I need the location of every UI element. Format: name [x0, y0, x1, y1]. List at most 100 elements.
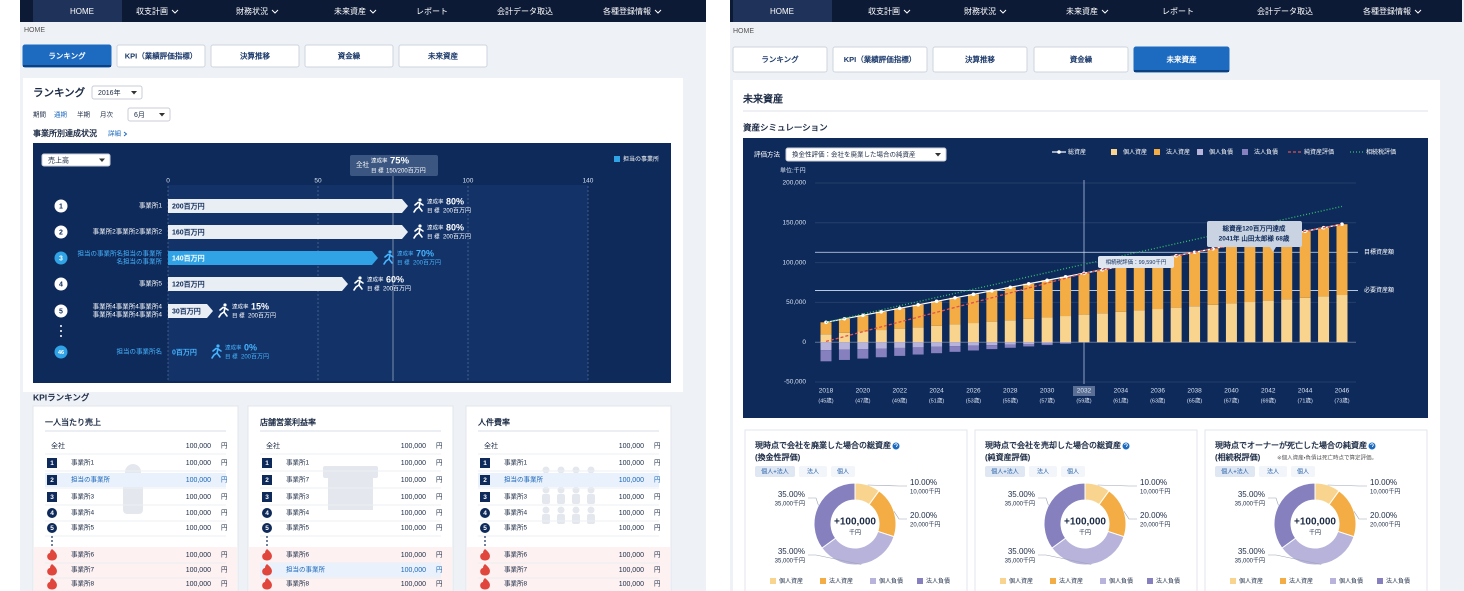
- period-option[interactable]: 半期: [77, 110, 91, 119]
- bar: [168, 304, 213, 318]
- kpi-ellipsis: [266, 540, 268, 542]
- kpi-unit: 円: [654, 524, 661, 532]
- period-option[interactable]: 通期: [54, 110, 68, 119]
- rank-ellipsis: [60, 335, 62, 337]
- help-icon[interactable]: [1122, 442, 1130, 450]
- legend-label: 個人資産: [1239, 577, 1263, 585]
- legend-swatch: [1050, 578, 1056, 584]
- rank-ellipsis: [60, 330, 62, 332]
- illus-body: [587, 494, 595, 504]
- legend-label: 個人資産: [779, 577, 803, 585]
- unit-label: 単位:千円: [780, 167, 806, 175]
- bar-segment: [1041, 342, 1053, 344]
- tab[interactable]: [304, 44, 394, 68]
- filter-chip[interactable]: [831, 466, 855, 477]
- detail-link[interactable]: 詳細: [108, 129, 122, 138]
- nav-item[interactable]: HOME: [70, 7, 94, 16]
- tab[interactable]: [932, 46, 1028, 73]
- x-tick-label: 0: [166, 178, 170, 185]
- runner-icon: [218, 303, 229, 318]
- line-dot: [934, 299, 939, 304]
- filter-chip[interactable]: [1291, 466, 1315, 477]
- bar-label: 160百万円: [172, 228, 205, 236]
- dropdown-caret: [935, 153, 941, 157]
- filter-chip[interactable]: [1215, 466, 1255, 477]
- bar-segment: [967, 323, 979, 343]
- tab[interactable]: [832, 46, 928, 73]
- segment-percent: 35.00%: [778, 547, 805, 556]
- bar-label: 140百万円: [172, 254, 205, 262]
- filter-chip-label: 個人: [1297, 468, 1309, 476]
- help-icon[interactable]: [892, 442, 900, 450]
- donut-center-unit: 千円: [849, 529, 861, 537]
- nav-item[interactable]: 収支計画: [136, 6, 168, 16]
- rate-caption: 達成率: [232, 302, 249, 310]
- runner-head: [216, 344, 220, 348]
- target-caption: 目 標: [427, 206, 440, 214]
- filter-chip[interactable]: [799, 466, 827, 477]
- bar-segment: [912, 327, 924, 343]
- rank-fire-icon: [262, 549, 272, 561]
- nav-item[interactable]: 各種登録情報: [603, 6, 651, 16]
- nav-item[interactable]: 財務状況: [236, 6, 268, 16]
- tab[interactable]: [398, 44, 488, 68]
- nav-item[interactable]: 会計データ取込: [1257, 6, 1313, 16]
- dropdown[interactable]: [127, 107, 171, 122]
- nav-item[interactable]: 収支計画: [868, 6, 900, 16]
- bar-segment: [1318, 296, 1330, 343]
- kpi-total-name: 全社: [484, 441, 498, 450]
- kpi-unit: 円: [654, 551, 661, 559]
- x-age-label: (47歳): [855, 396, 870, 404]
- line-dot: [990, 288, 994, 293]
- kpi-title: KPIランキング: [33, 392, 90, 402]
- kpi-card-title: 一人当たり売上: [45, 417, 101, 427]
- tab[interactable]: [1033, 46, 1129, 73]
- filter-chip[interactable]: [1029, 466, 1057, 477]
- rank-square: [47, 475, 57, 485]
- leader-line: [808, 497, 819, 506]
- filter-chip[interactable]: [985, 466, 1025, 477]
- nav-item[interactable]: 会計データ取込: [497, 6, 553, 16]
- legend-label: 法人資産: [1059, 577, 1083, 585]
- segment-percent: 10.00%: [910, 478, 937, 487]
- filter-chip[interactable]: [1061, 466, 1085, 477]
- nav-item[interactable]: 未来資産: [1066, 6, 1098, 16]
- nav-item[interactable]: 未来資産: [334, 6, 366, 16]
- rate-label: 80%: [446, 196, 464, 206]
- nav-item[interactable]: HOME: [770, 7, 794, 16]
- tab[interactable]: [116, 44, 206, 68]
- x-age-label: (45歳): [818, 396, 833, 404]
- bar-segment: [967, 294, 979, 324]
- kpi-row-name: 事業所1: [504, 458, 528, 467]
- bar-segment: [931, 325, 943, 343]
- tab[interactable]: [732, 46, 828, 73]
- runner-leg: [383, 258, 390, 265]
- rate-caption: 達成率: [427, 197, 444, 205]
- filter-chip-label: 個人+法人: [991, 468, 1019, 476]
- target-caption: 目 標: [397, 258, 410, 266]
- nav-item[interactable]: レポート: [1162, 7, 1194, 16]
- period-option[interactable]: 月次: [100, 110, 114, 119]
- dropdown[interactable]: [91, 85, 143, 100]
- line-dot: [971, 292, 976, 297]
- help-icon[interactable]: [1368, 442, 1376, 450]
- segment-percent: 10.00%: [1140, 478, 1167, 487]
- bar-segment: [1299, 297, 1311, 343]
- nav-item[interactable]: レポート: [416, 7, 448, 16]
- bar-segment: [912, 342, 924, 348]
- nav-item[interactable]: 各種登録情報: [1363, 6, 1411, 16]
- y-tick-label: 100,000: [783, 259, 807, 266]
- filter-chip[interactable]: [1259, 466, 1287, 477]
- x-tick-label: 2036: [1150, 388, 1165, 395]
- nav-chevron: [369, 9, 377, 14]
- bar-segment: [912, 347, 924, 355]
- nav-item[interactable]: 財務状況: [964, 6, 996, 16]
- donut-center-value: +100,000: [1064, 517, 1106, 528]
- dropdown[interactable]: [785, 147, 947, 162]
- filter-chip[interactable]: [755, 466, 795, 477]
- dropdown[interactable]: [41, 153, 111, 167]
- kpi-row-value: 100,000: [401, 460, 426, 467]
- kpi-row-name: 担当の事業所: [71, 475, 111, 484]
- tab[interactable]: [210, 44, 300, 68]
- kpi-unit: 円: [436, 442, 443, 450]
